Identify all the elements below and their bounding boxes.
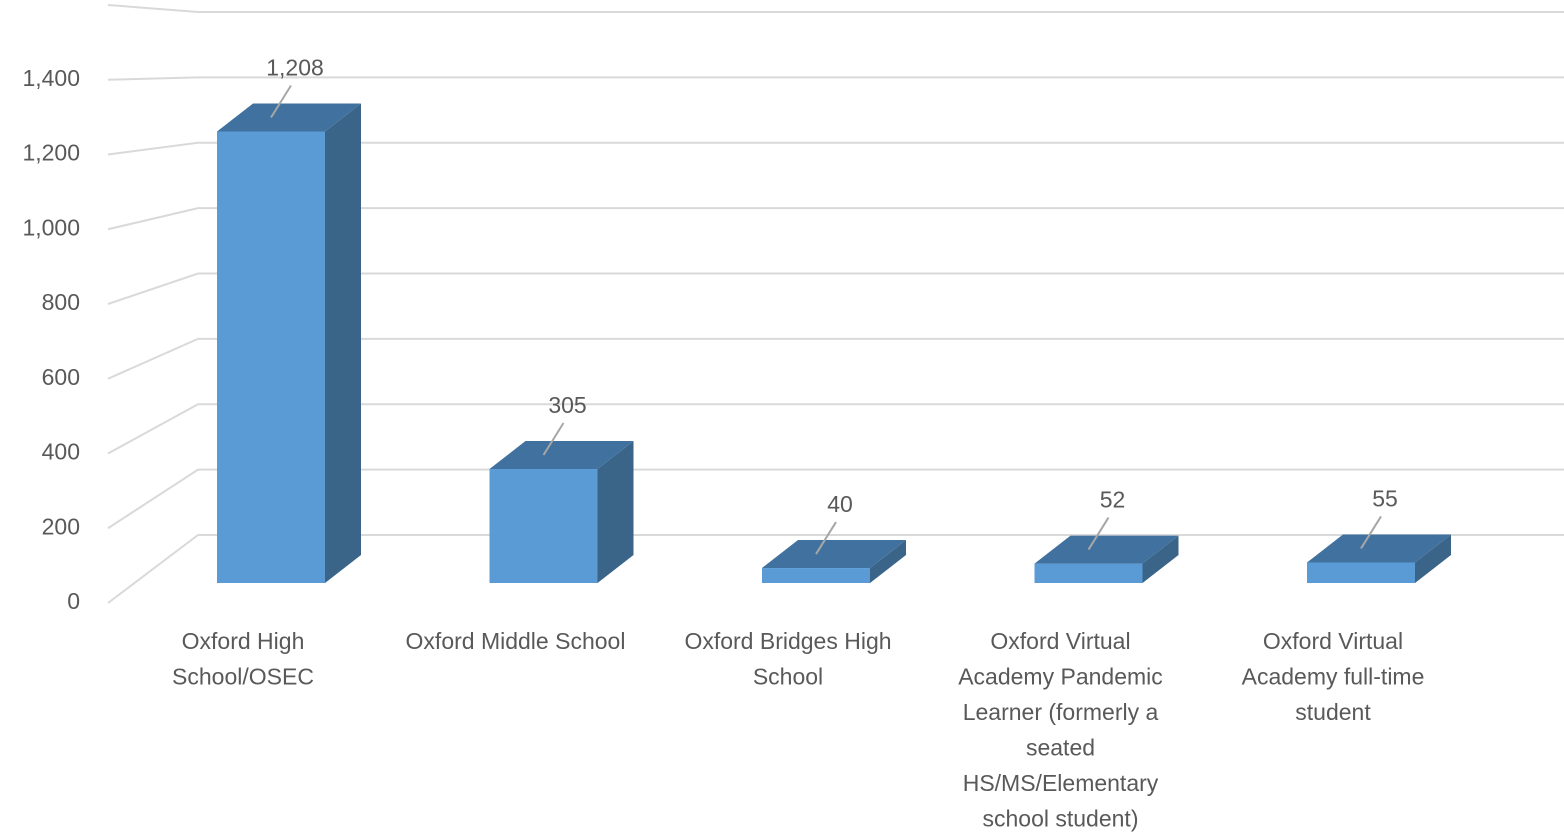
x-tick-label: Oxford Bridges High School	[684, 628, 891, 690]
bar-side	[1415, 534, 1451, 583]
bar	[1034, 563, 1143, 583]
leader-line	[270, 84, 292, 119]
leader-line	[1087, 517, 1110, 551]
bar-top	[1307, 534, 1451, 563]
data-label: 55	[1372, 486, 1398, 512]
y-tick-label: 200	[42, 513, 80, 539]
bar	[489, 469, 598, 583]
grid-line	[107, 4, 1564, 13]
leader-line	[542, 422, 565, 456]
leader-line	[815, 521, 837, 555]
bar	[762, 568, 870, 583]
grid-line	[107, 207, 1564, 231]
bar-side	[325, 103, 361, 583]
grid-line	[107, 76, 1564, 81]
bar-top	[489, 441, 634, 470]
x-tick-label: Oxford High School/OSEC	[172, 628, 314, 690]
data-label: 52	[1100, 487, 1126, 513]
bar-top	[217, 103, 361, 132]
y-tick-label: 0	[67, 588, 80, 614]
bar-top	[1034, 535, 1179, 564]
leader-line	[1360, 515, 1382, 549]
grid-line	[107, 468, 1564, 530]
data-label: 305	[548, 392, 586, 418]
y-tick-label: 1,400	[22, 65, 80, 91]
y-tick-label: 600	[42, 364, 80, 390]
grid-line	[107, 272, 1564, 305]
data-label: 1,208	[266, 55, 324, 81]
grid-line	[107, 141, 1564, 156]
bar-side	[870, 540, 906, 583]
grid-line	[107, 337, 1564, 380]
grid-line	[107, 403, 1564, 455]
y-tick-label: 1,000	[22, 214, 80, 240]
bar-side	[597, 441, 634, 583]
bar-top	[762, 540, 906, 569]
x-tick-label: Oxford Virtual Academy full-time student	[1242, 628, 1425, 725]
y-tick-label: 800	[42, 289, 80, 315]
data-label: 40	[827, 491, 853, 517]
bar	[217, 131, 325, 583]
grid-line	[107, 534, 1564, 604]
x-tick-label: Oxford Middle School	[406, 628, 626, 654]
y-tick-label: 400	[42, 439, 80, 465]
x-tick-label: Oxford Virtual Academy Pandemic Learner (f…	[958, 628, 1163, 832]
bar	[1307, 562, 1415, 583]
bar-side	[1142, 535, 1179, 583]
y-tick-label: 1,200	[22, 140, 80, 166]
